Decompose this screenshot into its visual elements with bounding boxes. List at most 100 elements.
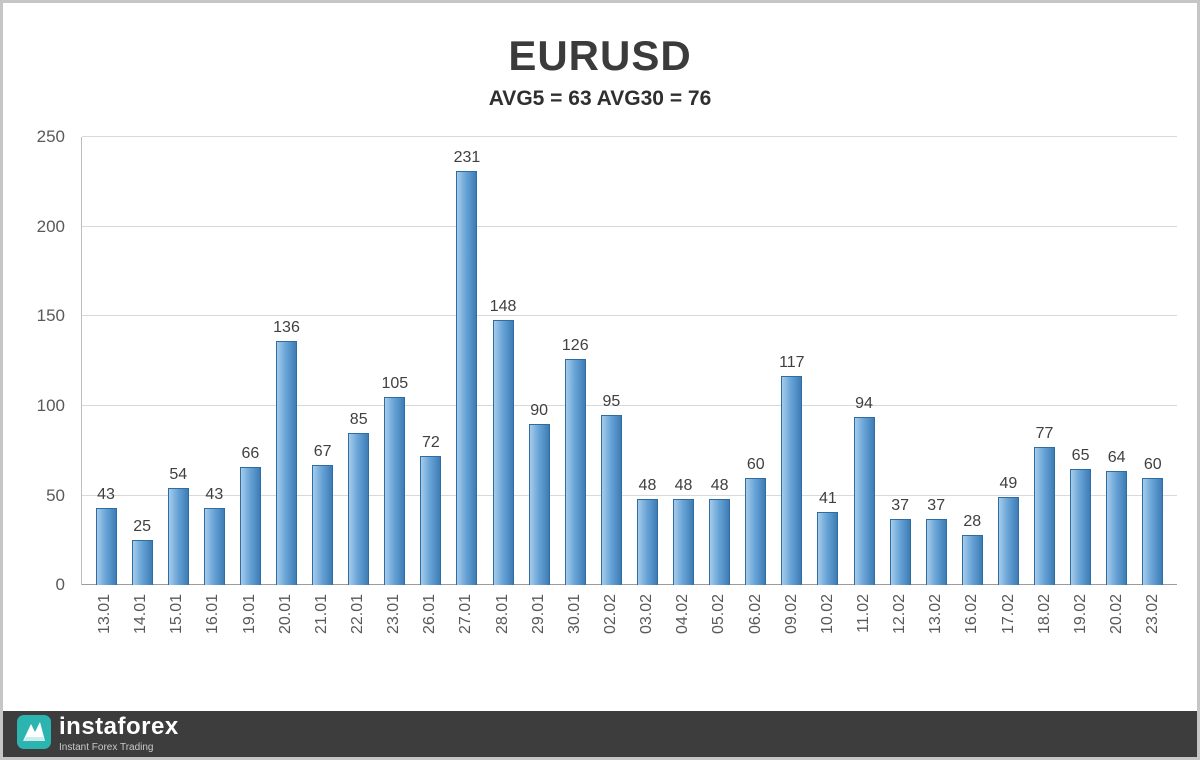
bar [673,499,695,586]
instaforex-logo[interactable]: instaforex Instant Forex Trading [17,714,179,754]
x-tick-label: 06.02 [746,594,764,635]
bar-value-label: 54 [169,466,188,484]
bar [203,508,225,586]
bar [1106,470,1128,586]
x-tick-cell: 30.01 [557,585,593,689]
bar [528,423,550,586]
x-tick-cell: 03.02 [629,585,665,689]
x-tick-label: 13.02 [927,594,945,635]
instaforex-logo-icon [17,714,51,754]
x-tick-label: 10.02 [818,594,836,635]
bar [709,499,731,586]
bar [889,518,911,586]
bar-value-label: 64 [1107,448,1126,466]
bar-column: 148 [485,137,521,586]
bar [239,466,261,586]
x-tick-label: 04.02 [674,594,692,635]
chart-subtitle: AVG5 = 63 AVG30 = 76 [488,87,712,111]
x-tick-cell: 13.02 [918,585,954,689]
bar-value-label: 48 [710,477,729,495]
bar [853,416,875,586]
x-tick-cell: 12.02 [882,585,918,689]
x-tick-label: 17.02 [999,594,1017,635]
x-tick-cell: 14.01 [123,585,159,689]
bar-value-label: 94 [855,394,873,412]
x-tick-label: 09.02 [782,594,800,635]
bar-column: 41 [810,137,846,586]
bar-value-label: 48 [674,477,693,495]
bar-column: 65 [1063,137,1099,586]
bar-column: 117 [774,137,810,586]
bar [167,488,189,586]
bar-value-label: 43 [97,486,115,504]
bar-column: 28 [954,137,990,586]
bar-value-label: 136 [273,319,300,337]
bar [348,432,370,586]
x-tick-cell: 20.02 [1099,585,1135,689]
bar-value-label: 48 [638,477,657,495]
x-tick-label: 12.02 [891,594,909,635]
bar-column: 49 [990,137,1026,586]
x-tick-label: 15.01 [168,594,186,635]
bar-column: 43 [88,137,124,586]
bar [384,397,406,586]
bars: 43 25 54 43 66 136 67 85 105 72 231 148 90 126 95 48 48 4… [82,137,1177,586]
x-tick-cell: 05.02 [701,585,737,689]
bar-column: 95 [593,137,629,586]
x-tick-cell: 18.02 [1027,585,1063,689]
bar-value-label: 37 [927,496,946,514]
logo-text: instaforex Instant Forex Trading [59,715,179,754]
x-tick-label: 22.01 [349,594,367,635]
bar [817,511,839,586]
bar [600,414,622,586]
x-tick-label: 18.02 [1035,594,1053,635]
x-tick-cell: 27.01 [448,585,484,689]
x-tick-cell: 02.02 [593,585,629,689]
y-tick-label: 150 [36,306,65,326]
bar [745,477,767,586]
bar-value-label: 28 [963,513,982,531]
y-tick-label: 50 [46,485,65,505]
bar-value-label: 72 [421,434,440,452]
bar-column: 231 [449,137,485,586]
bar-value-label: 85 [349,410,368,428]
x-tick-label: 20.02 [1108,594,1125,635]
gridline [82,315,1177,317]
x-tick-label: 16.02 [963,594,981,635]
bar [95,508,117,586]
bar-value-label: 65 [1071,446,1090,464]
bar-chart: 0 50 100 150 200 250 43 25 54 43 66 136 67 85 105 72 23… [3,127,1177,689]
bar-column: 105 [377,137,413,586]
bar [997,497,1019,586]
gridline [82,225,1177,227]
x-tick-cell: 29.01 [521,585,557,689]
x-tick-cell: 22.01 [340,585,376,689]
x-tick-label: 03.02 [638,594,656,635]
x-tick-cell: 16.01 [195,585,231,689]
x-tick-label: 19.02 [1071,594,1089,635]
footer-bar: instaforex Instant Forex Trading [3,711,1197,757]
bar-column: 48 [666,137,702,586]
bar-column: 67 [305,137,341,586]
x-tick-label: 20.01 [276,594,294,635]
bar-value-label: 126 [561,337,589,355]
bar-value-label: 90 [530,401,549,419]
bar-column: 25 [124,137,160,586]
x-tick-label: 26.01 [421,594,439,635]
x-tick-cell: 11.02 [846,585,882,689]
x-axis-labels: 13.01 14.01 15.01 16.01 19.01 20.01 21.01 22.01… [81,585,1177,689]
bar-column: 136 [268,137,304,586]
x-tick-label: 21.01 [312,594,330,635]
bar-value-label: 148 [489,297,517,315]
bar [276,341,298,586]
x-tick-cell: 09.02 [774,585,810,689]
bar-column: 60 [738,137,774,586]
x-tick-cell: 15.01 [159,585,195,689]
bar [781,375,803,586]
x-tick-label: 28.01 [493,594,511,635]
x-tick-cell: 16.02 [954,585,990,689]
x-tick-label: 13.01 [96,594,114,635]
x-tick-label: 23.02 [1144,594,1162,635]
axis-corner-spacer [3,585,81,689]
